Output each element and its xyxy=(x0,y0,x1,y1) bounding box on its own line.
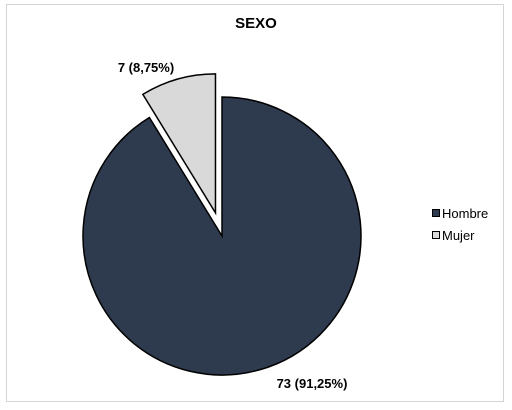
legend-item-mujer: Mujer xyxy=(432,224,488,246)
legend-label-hombre: Hombre xyxy=(442,205,489,221)
data-label-hombre: 73 (91,25%) xyxy=(277,376,348,391)
pie-slice-hombre xyxy=(82,96,362,376)
data-label-mujer: 7 (8,75%) xyxy=(118,60,174,75)
legend-item-hombre: Hombre xyxy=(432,202,488,224)
chart-legend: Hombre Mujer xyxy=(432,202,488,246)
legend-swatch-mujer xyxy=(432,231,440,239)
legend-label-mujer: Mujer xyxy=(442,227,475,243)
chart-title: SEXO xyxy=(235,15,277,32)
pie-slice-mujer xyxy=(141,73,217,216)
legend-swatch-hombre xyxy=(432,209,440,217)
